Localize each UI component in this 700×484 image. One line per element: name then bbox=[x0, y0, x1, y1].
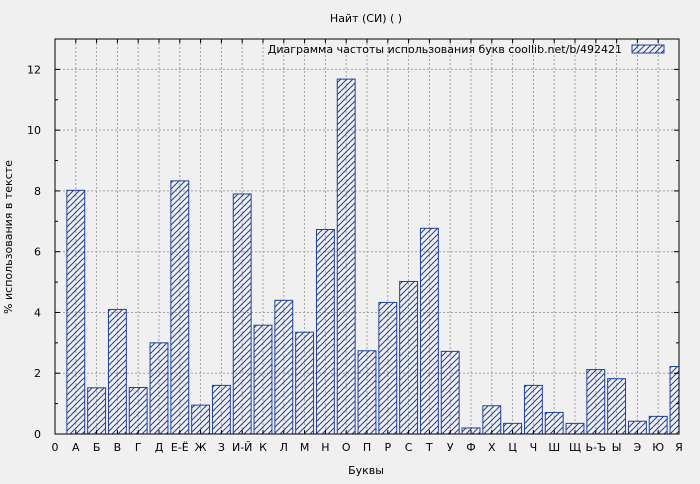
bars bbox=[66, 78, 680, 435]
x-tick-label: Б bbox=[93, 441, 101, 454]
x-tick-label: С bbox=[405, 441, 413, 454]
y-tick-label: 8 bbox=[34, 185, 41, 198]
x-tick-label: Р bbox=[384, 441, 391, 454]
bar-Я bbox=[669, 366, 680, 435]
x-tick-label: 0 bbox=[52, 441, 59, 454]
x-tick-label: Д bbox=[155, 441, 164, 454]
x-tick-label: Л bbox=[280, 441, 288, 454]
y-tick-label: 4 bbox=[34, 306, 41, 319]
bar-Х bbox=[482, 405, 502, 435]
bar-Т bbox=[419, 227, 439, 435]
x-tick-label: В bbox=[114, 441, 122, 454]
bar-Р bbox=[378, 301, 398, 435]
axes: 0 А Б В Г Д Е-Ё Ж З И-Й К Л М Н О П Р С Т У Ф Х Ц Ч Ш Щ Ь-Ъ Ы Э Ю Я024… bbox=[27, 39, 683, 454]
bar-К bbox=[253, 324, 273, 435]
x-tick-label: И-Й bbox=[232, 441, 252, 454]
x-tick-label: Щ bbox=[569, 441, 581, 454]
x-tick-label: Н bbox=[321, 441, 329, 454]
x-tick-label: Ф bbox=[466, 441, 475, 454]
bar-Ь-Ъ bbox=[586, 369, 606, 435]
bar-Ч bbox=[523, 384, 543, 435]
bar-Л bbox=[274, 299, 294, 435]
x-tick-label: М bbox=[300, 441, 310, 454]
y-axis-label: % использования в тексте bbox=[2, 160, 15, 314]
x-tick-label: Ы bbox=[612, 441, 622, 454]
x-tick-label: Х bbox=[488, 441, 496, 454]
x-tick-label: Г bbox=[135, 441, 142, 454]
y-tick-label: 6 bbox=[34, 246, 41, 259]
bar-А bbox=[66, 189, 86, 435]
x-axis-label: Буквы bbox=[348, 464, 384, 477]
bar-З bbox=[211, 384, 231, 435]
y-tick-label: 2 bbox=[34, 367, 41, 380]
y-tick-label: 12 bbox=[27, 63, 41, 76]
bar-П bbox=[357, 350, 377, 435]
x-tick-label: Ж bbox=[195, 441, 207, 454]
bar-Ж bbox=[191, 404, 211, 435]
x-tick-label: О bbox=[342, 441, 351, 454]
y-tick-label: 10 bbox=[27, 124, 41, 137]
bar-Б bbox=[87, 387, 107, 435]
legend-swatch bbox=[631, 44, 665, 54]
x-tick-label: Ш bbox=[548, 441, 560, 454]
bar-И-Й bbox=[232, 193, 252, 435]
bar-С bbox=[399, 280, 419, 435]
bar-Д bbox=[149, 342, 169, 435]
bar-О bbox=[336, 78, 356, 435]
x-tick-label: Ю bbox=[652, 441, 664, 454]
y-tick-label: 0 bbox=[34, 428, 41, 441]
x-tick-label: Е-Ё bbox=[171, 441, 189, 454]
bar-Е-Ё bbox=[170, 180, 190, 435]
x-tick-label: Ц bbox=[508, 441, 517, 454]
legend: Диаграмма частоты использования букв coo… bbox=[268, 43, 665, 56]
x-tick-label: Ь-Ъ bbox=[585, 441, 606, 454]
chart-title: Найт (СИ) ( ) bbox=[330, 12, 402, 25]
x-tick-label: А bbox=[72, 441, 80, 454]
x-tick-label: У bbox=[447, 441, 454, 454]
x-tick-label: З bbox=[218, 441, 225, 454]
bar-В bbox=[107, 308, 127, 435]
x-tick-label: Я bbox=[675, 441, 683, 454]
x-tick-label: П bbox=[363, 441, 371, 454]
bar-Г bbox=[128, 387, 148, 435]
bar-У bbox=[440, 350, 460, 435]
x-tick-label: К bbox=[259, 441, 267, 454]
x-tick-label: Э bbox=[634, 441, 642, 454]
bar-Н bbox=[315, 229, 335, 435]
bar-Ы bbox=[607, 378, 627, 435]
bar-М bbox=[295, 331, 315, 435]
x-tick-label: Ч bbox=[530, 441, 538, 454]
x-tick-label: Т bbox=[425, 441, 433, 454]
legend-label: Диаграмма частоты использования букв coo… bbox=[268, 43, 622, 56]
